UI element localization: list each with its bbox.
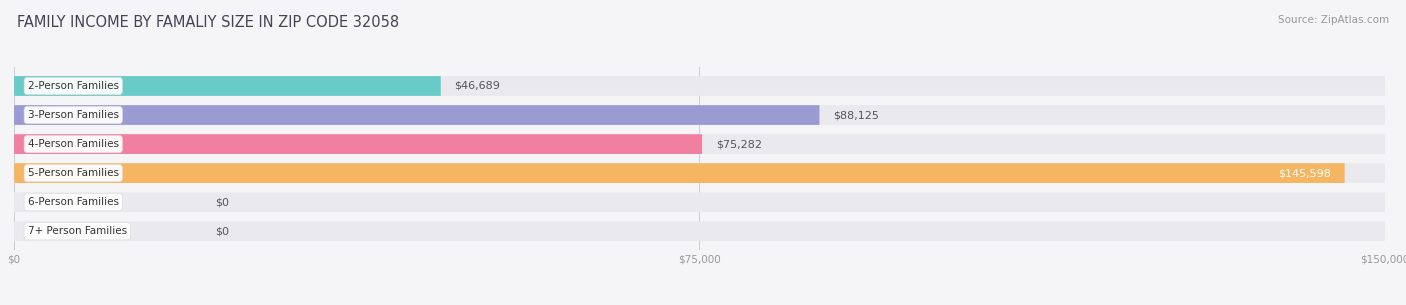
FancyBboxPatch shape [14, 192, 1385, 212]
Text: 7+ Person Families: 7+ Person Families [28, 226, 127, 236]
FancyBboxPatch shape [14, 105, 1385, 125]
Text: FAMILY INCOME BY FAMALIY SIZE IN ZIP CODE 32058: FAMILY INCOME BY FAMALIY SIZE IN ZIP COD… [17, 15, 399, 30]
Text: $46,689: $46,689 [454, 81, 501, 91]
FancyBboxPatch shape [14, 134, 1385, 154]
Text: 4-Person Families: 4-Person Families [28, 139, 118, 149]
FancyBboxPatch shape [14, 105, 820, 125]
FancyBboxPatch shape [14, 134, 702, 154]
Text: $0: $0 [215, 226, 229, 236]
Text: 5-Person Families: 5-Person Families [28, 168, 118, 178]
FancyBboxPatch shape [14, 163, 1385, 183]
FancyBboxPatch shape [14, 163, 1344, 183]
Text: $88,125: $88,125 [834, 110, 879, 120]
Text: 3-Person Families: 3-Person Families [28, 110, 118, 120]
FancyBboxPatch shape [14, 76, 1385, 96]
Text: Source: ZipAtlas.com: Source: ZipAtlas.com [1278, 15, 1389, 25]
Text: $145,598: $145,598 [1278, 168, 1331, 178]
Text: 2-Person Families: 2-Person Families [28, 81, 118, 91]
FancyBboxPatch shape [14, 76, 440, 96]
FancyBboxPatch shape [14, 221, 1385, 241]
Text: $0: $0 [215, 197, 229, 207]
Text: $75,282: $75,282 [716, 139, 762, 149]
Text: 6-Person Families: 6-Person Families [28, 197, 118, 207]
